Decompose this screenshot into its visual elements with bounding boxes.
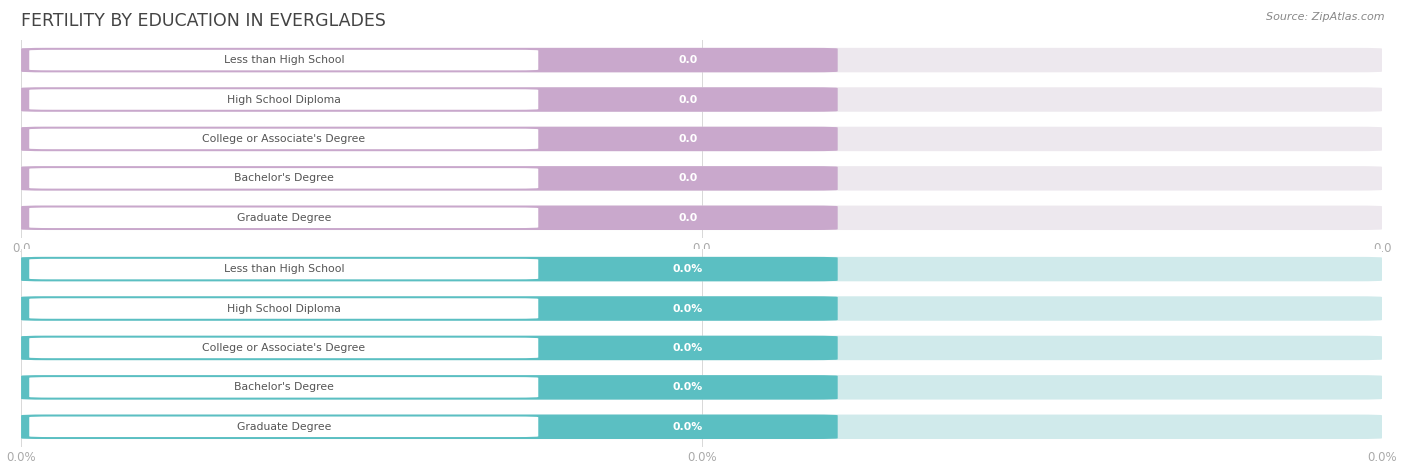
FancyBboxPatch shape: [21, 87, 838, 112]
FancyBboxPatch shape: [21, 296, 1382, 321]
FancyBboxPatch shape: [30, 259, 538, 279]
FancyBboxPatch shape: [30, 168, 538, 189]
Text: 0.0: 0.0: [678, 134, 697, 144]
FancyBboxPatch shape: [21, 336, 1382, 360]
FancyBboxPatch shape: [21, 48, 1382, 72]
FancyBboxPatch shape: [21, 206, 838, 230]
FancyBboxPatch shape: [21, 415, 838, 439]
Text: Source: ZipAtlas.com: Source: ZipAtlas.com: [1267, 12, 1385, 22]
FancyBboxPatch shape: [21, 336, 838, 360]
FancyBboxPatch shape: [30, 377, 538, 398]
Text: 0.0%: 0.0%: [673, 343, 703, 353]
Text: 0.0%: 0.0%: [673, 382, 703, 392]
Text: 0.0%: 0.0%: [673, 264, 703, 274]
Text: College or Associate's Degree: College or Associate's Degree: [202, 134, 366, 144]
Text: Graduate Degree: Graduate Degree: [236, 213, 330, 223]
FancyBboxPatch shape: [21, 206, 1382, 230]
FancyBboxPatch shape: [21, 166, 838, 190]
FancyBboxPatch shape: [21, 257, 1382, 281]
FancyBboxPatch shape: [21, 296, 838, 321]
FancyBboxPatch shape: [30, 338, 538, 358]
Text: 0.0%: 0.0%: [673, 422, 703, 432]
Text: 0.0%: 0.0%: [673, 304, 703, 314]
FancyBboxPatch shape: [30, 208, 538, 228]
FancyBboxPatch shape: [21, 375, 838, 399]
Text: High School Diploma: High School Diploma: [226, 95, 340, 104]
FancyBboxPatch shape: [21, 257, 838, 281]
Text: 0.0: 0.0: [678, 173, 697, 183]
FancyBboxPatch shape: [21, 127, 1382, 151]
FancyBboxPatch shape: [21, 127, 838, 151]
Text: Graduate Degree: Graduate Degree: [236, 422, 330, 432]
FancyBboxPatch shape: [21, 415, 1382, 439]
FancyBboxPatch shape: [30, 298, 538, 319]
Text: 0.0: 0.0: [678, 95, 697, 104]
FancyBboxPatch shape: [30, 89, 538, 110]
FancyBboxPatch shape: [21, 166, 1382, 190]
Text: Less than High School: Less than High School: [224, 264, 344, 274]
Text: Bachelor's Degree: Bachelor's Degree: [233, 382, 333, 392]
FancyBboxPatch shape: [21, 48, 838, 72]
Text: 0.0: 0.0: [678, 55, 697, 65]
FancyBboxPatch shape: [21, 375, 1382, 399]
FancyBboxPatch shape: [21, 87, 1382, 112]
FancyBboxPatch shape: [30, 129, 538, 149]
Text: Bachelor's Degree: Bachelor's Degree: [233, 173, 333, 183]
Text: 0.0: 0.0: [678, 213, 697, 223]
Text: FERTILITY BY EDUCATION IN EVERGLADES: FERTILITY BY EDUCATION IN EVERGLADES: [21, 12, 387, 30]
FancyBboxPatch shape: [30, 50, 538, 70]
Text: High School Diploma: High School Diploma: [226, 304, 340, 314]
Text: College or Associate's Degree: College or Associate's Degree: [202, 343, 366, 353]
FancyBboxPatch shape: [30, 417, 538, 437]
Text: Less than High School: Less than High School: [224, 55, 344, 65]
